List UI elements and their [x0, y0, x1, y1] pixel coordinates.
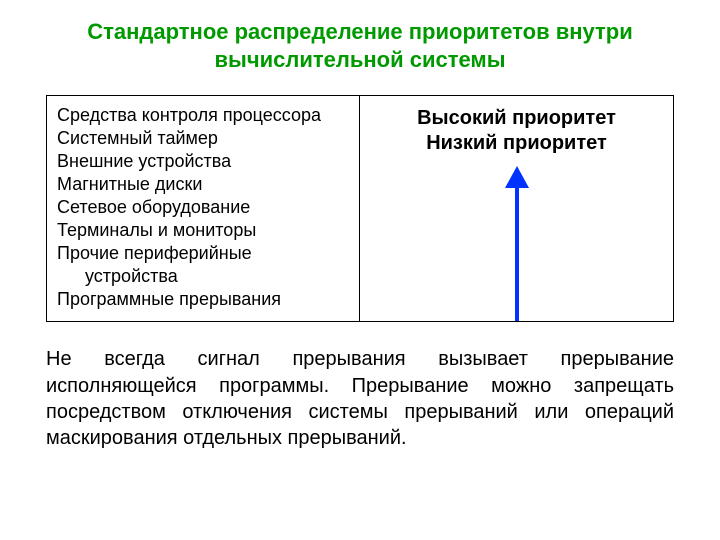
- arrow-up-icon: [502, 166, 532, 326]
- priority-list-cell: Средства контроля процессора Системный т…: [47, 96, 360, 321]
- list-item: Терминалы и мониторы: [57, 219, 349, 242]
- list-item: Системный таймер: [57, 127, 349, 150]
- list-item: Внешние устройства: [57, 150, 349, 173]
- list-item: Программные прерывания: [57, 288, 349, 311]
- high-priority-label: Высокий приоритет: [370, 106, 663, 131]
- list-item: Средства контроля процессора: [57, 104, 349, 127]
- list-item: Прочие периферийные устройства: [57, 242, 349, 288]
- priority-table: Средства контроля процессора Системный т…: [46, 95, 674, 322]
- low-priority-label: Низкий приоритет: [370, 131, 663, 156]
- slide: Стандартное распределение приоритетов вн…: [0, 0, 720, 540]
- description-paragraph: Не всегда сигнал прерывания вызывает пре…: [46, 346, 674, 452]
- priority-labels: Высокий приоритет Низкий приоритет: [370, 106, 663, 156]
- page-title: Стандартное распределение приоритетов вн…: [46, 18, 674, 73]
- list-item: Магнитные диски: [57, 173, 349, 196]
- list-item: Сетевое оборудование: [57, 196, 349, 219]
- priority-arrow-cell: Высокий приоритет Низкий приоритет: [360, 96, 673, 321]
